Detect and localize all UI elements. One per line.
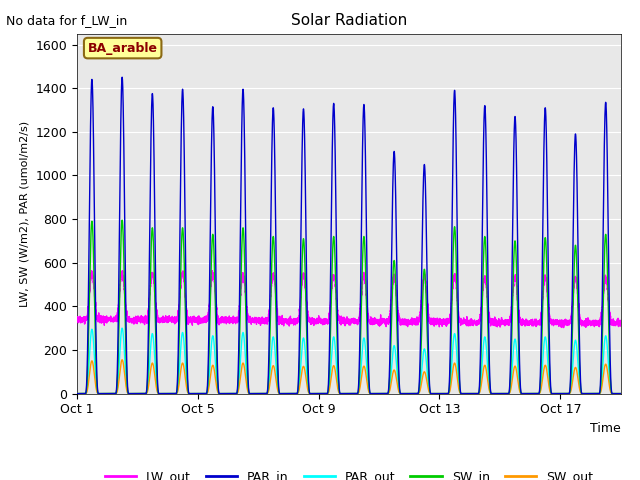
Legend: LW_out, PAR_in, PAR_out, SW_in, SW_out: LW_out, PAR_in, PAR_out, SW_in, SW_out bbox=[100, 465, 598, 480]
Text: BA_arable: BA_arable bbox=[88, 42, 157, 55]
Title: Solar Radiation: Solar Radiation bbox=[291, 13, 407, 28]
Y-axis label: LW, SW (W/m2), PAR (umol/m2/s): LW, SW (W/m2), PAR (umol/m2/s) bbox=[20, 120, 29, 307]
Text: No data for f_LW_in: No data for f_LW_in bbox=[6, 14, 127, 27]
X-axis label: Time: Time bbox=[590, 422, 621, 435]
